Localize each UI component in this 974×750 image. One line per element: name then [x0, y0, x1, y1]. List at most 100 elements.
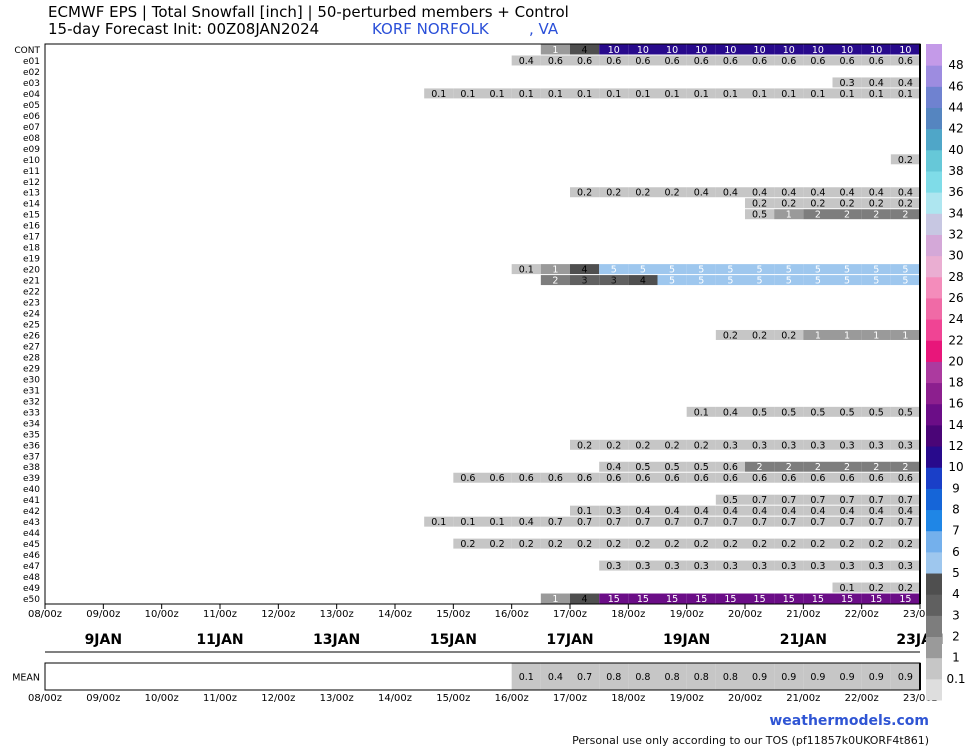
- member-e39-cell: [657, 472, 687, 483]
- colorbar-segment: [926, 615, 942, 638]
- member-e38-cell: [715, 461, 745, 472]
- member-e39-cell: [832, 472, 862, 483]
- member-e42-cell: [745, 505, 775, 516]
- colorbar-segment: [926, 44, 942, 66]
- member-e14-cell: [832, 198, 862, 209]
- member-e26-value: 1: [902, 330, 908, 341]
- mean-value: 0.8: [606, 672, 621, 683]
- mean-x-tick-label: 09/00z: [86, 693, 120, 704]
- member-e39-value: 0.6: [869, 473, 884, 484]
- colorbar-label: 36: [948, 185, 963, 199]
- member-e33-cell: [715, 406, 745, 417]
- member-e01-cell: [745, 55, 775, 66]
- member-e04-cell: [686, 88, 716, 99]
- member-e20-value: 5: [815, 265, 821, 276]
- x-tick-label: 12/00z: [261, 609, 295, 620]
- member-e21-cell: [570, 275, 600, 286]
- colorbar-label: 26: [948, 291, 963, 305]
- member-label: e05: [23, 101, 40, 111]
- member-e01-cell: [774, 55, 804, 66]
- member-e49-cell: [832, 582, 862, 593]
- member-e13-value: 0.4: [810, 188, 825, 199]
- member-e13-cell: [832, 187, 862, 198]
- member-e36-cell: [686, 439, 716, 450]
- member-e50-value: 1: [552, 594, 558, 605]
- member-e45-cell: [861, 538, 891, 549]
- colorbar-label: 42: [948, 122, 963, 136]
- member-e43-value: 0.7: [840, 517, 855, 528]
- member-e20-cell: [570, 264, 600, 275]
- x-tick-label: 16/00z: [495, 609, 529, 620]
- member-e50-value: 15: [783, 594, 795, 605]
- member-e39-value: 0.6: [694, 473, 709, 484]
- member-e50-cell: [599, 593, 629, 604]
- member-e50-cell: [890, 593, 920, 604]
- member-e10-cell: [890, 154, 920, 165]
- member-e50-value: 15: [666, 594, 678, 605]
- member-e42-cell: [803, 505, 833, 516]
- member-label: e21: [23, 277, 40, 287]
- x-tick-label: 10/00z: [145, 609, 179, 620]
- member-label: e03: [23, 79, 40, 89]
- member-e41-value: 0.7: [869, 495, 884, 506]
- member-e43-cell: [570, 516, 600, 527]
- member-e39-value: 0.6: [898, 473, 913, 484]
- member-label: e29: [23, 364, 40, 374]
- member-e01-value: 0.6: [723, 56, 738, 67]
- member-e43-cell: [599, 516, 629, 527]
- member-e43-value: 0.7: [810, 517, 825, 528]
- mean-value: 0.9: [781, 672, 796, 683]
- colorbar-segment: [926, 276, 942, 299]
- member-e43-value: 0.7: [548, 517, 563, 528]
- colorbar-label: 2: [952, 630, 960, 644]
- member-e41-value: 0.7: [752, 495, 767, 506]
- brand-link[interactable]: weathermodels.com: [769, 713, 929, 729]
- member-e33-value: 0.1: [694, 407, 709, 418]
- colorbar-label: 28: [948, 270, 963, 284]
- member-e04-cell: [599, 88, 629, 99]
- member-e33-value: 0.5: [752, 407, 767, 418]
- member-CONT-cell: [686, 44, 716, 55]
- member-e42-value: 0.4: [723, 506, 738, 517]
- member-e01-value: 0.6: [694, 56, 709, 67]
- colorbar-segment: [926, 340, 942, 362]
- member-e04-cell: [745, 88, 775, 99]
- colorbar-label: 32: [948, 227, 963, 241]
- member-e39-value: 0.6: [635, 473, 650, 484]
- member-e39-value: 0.6: [840, 473, 855, 484]
- colorbar-label: 3: [952, 608, 960, 622]
- member-e13-value: 0.4: [723, 188, 738, 199]
- mean-value: 0.7: [577, 672, 592, 683]
- member-e04-cell: [832, 88, 862, 99]
- member-CONT-cell: [540, 44, 570, 55]
- member-e45-cell: [686, 538, 716, 549]
- mean-cell: [715, 663, 745, 690]
- member-e36-value: 0.3: [781, 440, 796, 451]
- member-e43-value: 0.1: [490, 517, 505, 528]
- member-e41-value: 0.7: [810, 495, 825, 506]
- member-e26-cell: [832, 329, 862, 340]
- member-e45-value: 0.2: [577, 539, 592, 550]
- member-e36-value: 0.2: [577, 440, 592, 451]
- member-e39-cell: [628, 472, 658, 483]
- member-e04-value: 0.1: [460, 89, 475, 100]
- member-e21-cell: [715, 275, 745, 286]
- member-e38-value: 2: [757, 462, 763, 473]
- member-e15-value: 2: [844, 210, 850, 221]
- member-CONT-value: 1: [552, 45, 558, 56]
- member-e21-cell: [686, 275, 716, 286]
- member-label: e01: [23, 57, 40, 67]
- member-e38-value: 0.5: [635, 462, 650, 473]
- colorbar-label: 10: [948, 460, 963, 474]
- colorbar-segment: [926, 107, 942, 130]
- member-e20-cell: [715, 264, 745, 275]
- mean-x-tick-label: 17/00z: [553, 693, 587, 704]
- mean-label: MEAN: [12, 673, 40, 684]
- member-CONT-value: 4: [582, 45, 588, 56]
- member-label: e13: [23, 189, 40, 199]
- member-CONT-value: 10: [608, 45, 620, 56]
- mean-cell: [861, 663, 891, 690]
- colorbar-label: 48: [948, 58, 963, 72]
- member-e38-value: 2: [873, 462, 879, 473]
